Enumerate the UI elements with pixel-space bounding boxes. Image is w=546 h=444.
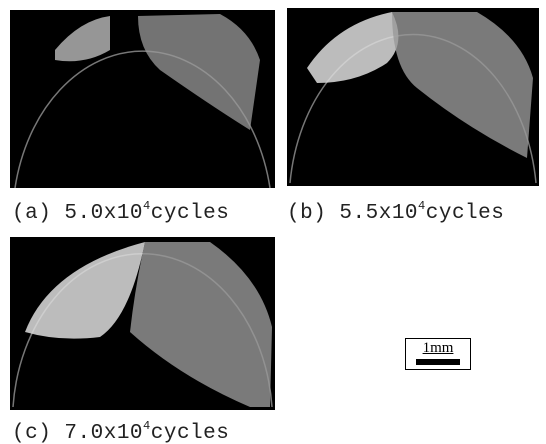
- scale-bar-label: 1mm: [406, 340, 470, 357]
- caption-exponent: 4: [418, 199, 426, 213]
- caption-value: 5.0x10: [64, 202, 143, 225]
- caption-unit: cycles: [151, 202, 230, 225]
- caption-label: (c): [12, 422, 51, 444]
- micrograph-c: [10, 237, 275, 410]
- scale-bar-box: 1mm: [405, 338, 471, 370]
- scale-bar: [416, 359, 460, 365]
- caption-label: (a): [12, 202, 51, 225]
- caption-exponent: 4: [143, 419, 151, 433]
- figure: (a) 5.0x104cycles (b) 5.5x104cycles (c) …: [0, 0, 546, 444]
- caption-b: (b) 5.5x104cycles: [287, 199, 504, 225]
- caption-label: (b): [287, 202, 326, 225]
- micrograph-b: [287, 8, 539, 186]
- micrograph-a: [10, 10, 275, 188]
- caption-value: 7.0x10: [64, 422, 143, 444]
- caption-unit: cycles: [151, 422, 230, 444]
- caption-a: (a) 5.0x104cycles: [12, 199, 229, 225]
- caption-exponent: 4: [143, 199, 151, 213]
- caption-c: (c) 7.0x104cycles: [12, 419, 229, 444]
- caption-unit: cycles: [426, 202, 505, 225]
- caption-value: 5.5x10: [339, 202, 418, 225]
